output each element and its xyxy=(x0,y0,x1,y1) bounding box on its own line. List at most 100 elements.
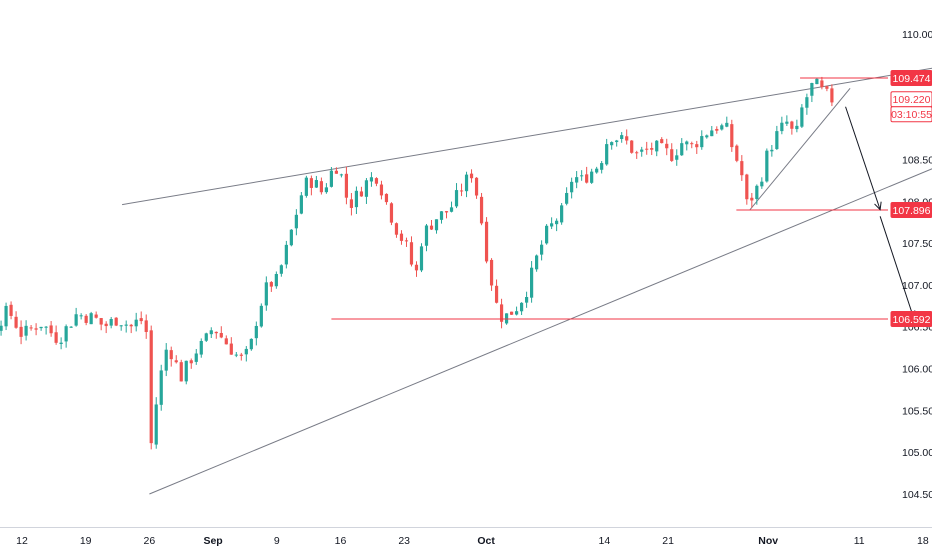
candle xyxy=(750,192,754,208)
candle-body xyxy=(59,342,63,344)
candle-body xyxy=(765,150,769,182)
candle xyxy=(439,211,444,224)
candle xyxy=(625,129,629,145)
candle xyxy=(264,276,268,311)
short-term-support[interactable] xyxy=(749,88,851,210)
candle-body xyxy=(800,107,804,127)
candle-body xyxy=(304,177,308,196)
candle xyxy=(79,313,83,320)
candle xyxy=(830,84,834,107)
lower-channel-line[interactable] xyxy=(149,139,932,495)
candle-body xyxy=(499,304,504,322)
y-tick-label: 105.500 xyxy=(902,405,932,417)
candle-body xyxy=(790,121,794,129)
candle-body xyxy=(519,302,524,312)
candle-body xyxy=(524,297,529,303)
x-tick-label: Nov xyxy=(758,535,778,547)
candle-body xyxy=(74,314,78,326)
candle-body xyxy=(665,143,669,149)
candle xyxy=(104,321,108,334)
candle-body xyxy=(680,143,684,156)
y-tick-label: 107.000 xyxy=(902,280,932,292)
candle-body xyxy=(374,178,379,184)
second-drop-arrow[interactable] xyxy=(879,216,916,320)
price-tag-label: 109.474 xyxy=(893,73,931,85)
candle xyxy=(304,175,308,198)
candle-body xyxy=(199,340,203,355)
price-tag-box xyxy=(890,311,932,328)
candle xyxy=(494,279,499,304)
price-tag-label: 107.896 xyxy=(893,205,931,217)
candle xyxy=(164,343,168,377)
candle-body xyxy=(760,181,764,187)
candle-body xyxy=(329,170,333,187)
candle xyxy=(94,311,98,319)
candle xyxy=(469,169,474,183)
candle xyxy=(650,142,654,156)
candle-body xyxy=(204,333,208,341)
candle xyxy=(139,311,143,325)
candle xyxy=(655,140,659,157)
price-tag: 106.592 xyxy=(890,311,932,328)
candle xyxy=(530,261,534,303)
upper-channel-line[interactable] xyxy=(122,59,932,206)
candle xyxy=(605,138,609,166)
candle-body xyxy=(389,203,394,223)
candle xyxy=(660,137,664,144)
candle xyxy=(4,302,8,331)
x-axis[interactable]: 121926Sep91623Oct1421Nov111825 xyxy=(16,535,932,547)
price-tag-box xyxy=(890,201,932,218)
candle xyxy=(0,320,3,336)
candle-body xyxy=(274,273,278,287)
x-tick-label: 21 xyxy=(662,535,674,547)
y-tick-label: 104.500 xyxy=(902,489,932,501)
candle-body xyxy=(690,143,694,145)
candle xyxy=(695,140,699,154)
candle-body xyxy=(404,240,409,242)
candle xyxy=(730,119,734,152)
candle-body xyxy=(560,205,564,223)
candle xyxy=(790,120,794,135)
candle-body xyxy=(124,324,128,326)
price-tag-label: 109.220 xyxy=(893,94,931,106)
candle-body xyxy=(750,197,754,201)
candle xyxy=(620,132,624,143)
candle xyxy=(344,166,349,205)
candle-body xyxy=(484,221,489,262)
candle-body xyxy=(454,190,459,207)
price-tag-box xyxy=(890,69,932,86)
candle xyxy=(69,326,73,328)
candle xyxy=(630,140,634,154)
candle-body xyxy=(144,320,148,332)
candle xyxy=(244,346,248,362)
candle xyxy=(615,139,619,147)
x-tick-label: 11 xyxy=(854,535,865,547)
candle-body xyxy=(479,196,484,224)
candle-body xyxy=(119,325,123,327)
candle-body xyxy=(394,223,399,235)
candle-body xyxy=(459,190,464,192)
candle-body xyxy=(224,338,228,345)
candle xyxy=(800,104,804,128)
y-axis[interactable]: 110.000109.500109.000108.500108.000107.5… xyxy=(902,29,932,501)
x-tick-label: 23 xyxy=(398,535,410,547)
candle xyxy=(124,320,128,333)
price-tag: 03:10:55 xyxy=(890,106,932,123)
candle xyxy=(39,326,43,331)
candle xyxy=(399,230,404,245)
candle-body xyxy=(730,124,734,148)
candle-body xyxy=(94,314,98,318)
candle xyxy=(715,126,719,134)
candle xyxy=(259,303,263,328)
first-drop-arrow[interactable] xyxy=(845,106,882,211)
candle xyxy=(464,171,469,198)
candle xyxy=(324,183,328,194)
candle-body xyxy=(79,315,83,317)
y-tick-label: 106.000 xyxy=(902,364,932,376)
candle-body xyxy=(339,174,344,176)
candle-body xyxy=(104,323,108,327)
candle-body xyxy=(29,327,33,329)
candle xyxy=(795,119,799,133)
candle xyxy=(560,202,564,225)
